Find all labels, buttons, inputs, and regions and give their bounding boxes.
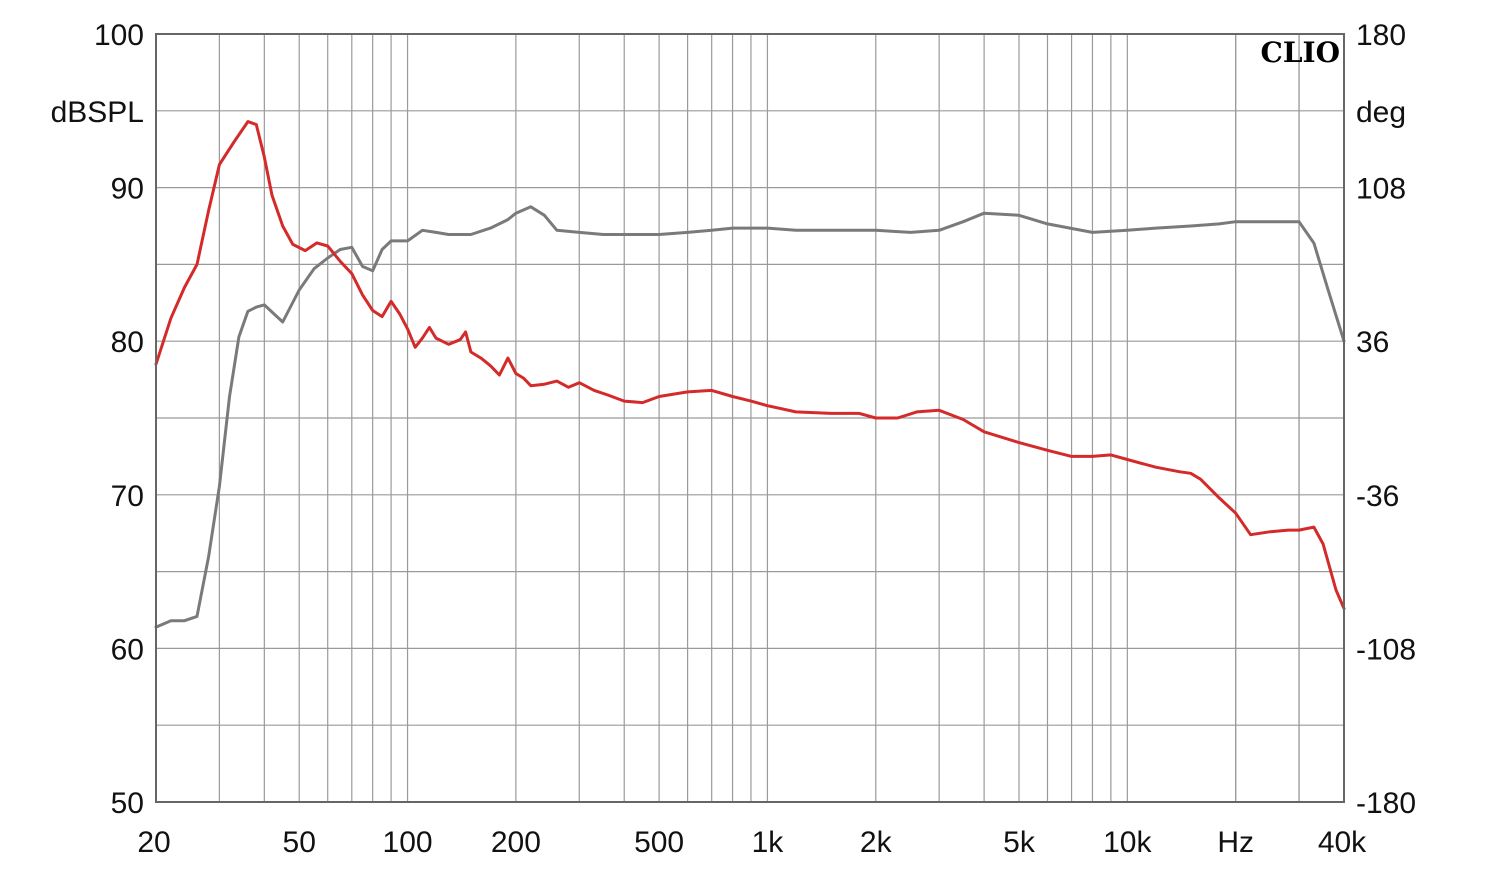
data-curves (154, 120, 1346, 629)
y-right-tick-label: -180 (1356, 787, 1416, 820)
brand-logo: CLIO (1261, 36, 1340, 69)
y-right-tick-label: 36 (1356, 326, 1389, 359)
y-right-unit-label: deg (1356, 96, 1406, 129)
y-left-tick-label: 50 (111, 787, 144, 820)
plot-frame (155, 33, 1345, 803)
x-tick-label: 200 (491, 826, 541, 859)
y-left-tick-label: 80 (111, 326, 144, 359)
x-tick-label: 500 (634, 826, 684, 859)
x-tick-label: 40k (1318, 826, 1367, 859)
y-left-tick-label: 70 (111, 480, 144, 513)
x-tick-label: 10k (1103, 826, 1152, 859)
y-left-tick-label: 60 (111, 633, 144, 666)
y-right-tick-label: -108 (1356, 633, 1416, 666)
x-tick-label: 50 (283, 826, 316, 859)
y-left-tick-label: 100 (94, 19, 144, 52)
x-tick-label: 20 (137, 826, 170, 859)
x-tick-label: 5k (1003, 826, 1036, 859)
x-tick-label: Hz (1217, 826, 1254, 859)
phase-curve (154, 205, 1346, 629)
y-right-tick-label: 108 (1356, 173, 1406, 206)
y-right-tick-label: 180 (1356, 19, 1406, 52)
x-tick-label: 100 (383, 826, 433, 859)
spl-curve (154, 120, 1346, 610)
x-tick-label: 1k (752, 826, 785, 859)
y-left-unit-label: dBSPL (51, 96, 144, 129)
y-left-tick-label: 90 (111, 173, 144, 206)
y-right-tick-label: -36 (1356, 480, 1399, 513)
x-tick-label: 2k (860, 826, 893, 859)
axis-labels: 50 60 70 80 90 100 -180 -108 -36 36 108 180 dBSPL deg… (51, 19, 1416, 859)
